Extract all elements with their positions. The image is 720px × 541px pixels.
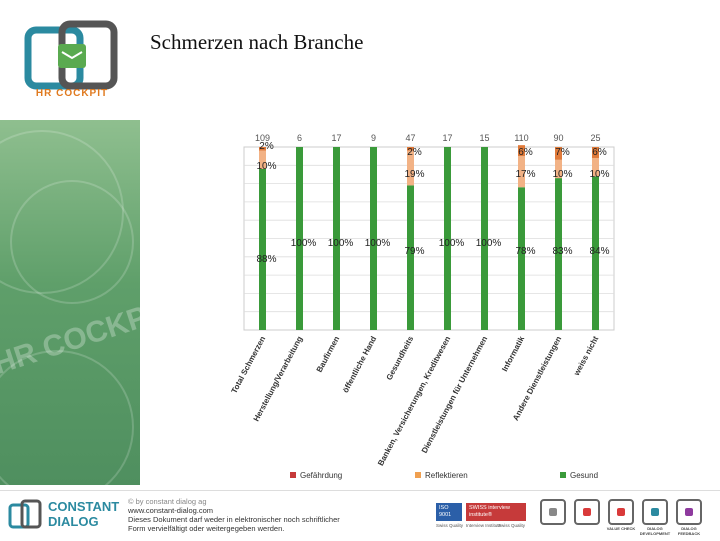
data-label-reflektieren: 10% xyxy=(552,169,572,180)
bar-reflektieren xyxy=(592,157,599,177)
product-logo-dot xyxy=(583,508,591,516)
category-label: Baufirmen xyxy=(315,335,342,374)
decorative-side-band: HR COCKPIT xyxy=(0,120,140,485)
data-label-gesund: 78% xyxy=(515,246,535,257)
bar-gesund xyxy=(333,147,340,330)
logo-label: HR COCKPIT xyxy=(35,88,109,99)
category-label: Gesundheits xyxy=(385,334,416,381)
bar-reflektieren xyxy=(518,156,525,188)
legend-swatch xyxy=(290,472,296,478)
data-label-gesund: 83% xyxy=(552,246,572,257)
footer-brand: CONSTANT DIALOG xyxy=(48,499,119,529)
bar-gesund xyxy=(370,147,377,330)
footer-copy-line2[interactable]: www.constant-dialog.com xyxy=(128,506,214,515)
bar-gefährdung xyxy=(592,147,599,158)
category-label: weiss nicht xyxy=(572,334,601,377)
category-label: Banken, Versicherungen, Kreditwesen xyxy=(376,335,452,468)
hr-cockpit-logo-icon xyxy=(24,20,118,90)
product-logo-caption: DIALOG FEEDBACK xyxy=(677,526,701,536)
bar-gefährdung xyxy=(555,147,562,160)
bar-reflektieren xyxy=(259,150,266,169)
swiss-interview-badge: SWISS interview institute® xyxy=(466,503,526,521)
product-logo-icon xyxy=(574,499,600,525)
bar-gesund xyxy=(518,187,525,330)
slide-title: Schmerzen nach Branche xyxy=(150,30,364,54)
data-label-reflektieren: 10% xyxy=(256,161,276,172)
data-label-reflektieren: 10% xyxy=(589,169,609,180)
product-logo-dot xyxy=(685,508,693,516)
data-label-gesund: 100% xyxy=(328,238,354,249)
legend-swatch xyxy=(560,472,566,478)
badge-caption: Interview Institute xyxy=(466,523,502,528)
bar-reflektieren xyxy=(555,159,562,179)
bar-gesund xyxy=(592,176,599,330)
n-label: 6 xyxy=(297,133,302,143)
bar-gesund xyxy=(296,147,303,330)
n-label: 9 xyxy=(371,133,376,143)
decorative-ring xyxy=(0,350,134,485)
badge-caption: Swiss Quality xyxy=(498,523,526,528)
n-label: 109 xyxy=(255,133,270,143)
product-logo-caption: VALUE CHECK xyxy=(606,526,636,531)
n-label: 90 xyxy=(553,133,563,143)
product-logo-caption: DIALOG DEVELOPMENT xyxy=(639,526,671,536)
bar-gefährdung xyxy=(518,145,525,157)
n-label: 17 xyxy=(331,133,341,143)
data-label-gesund: 100% xyxy=(439,238,465,249)
product-logo-dot xyxy=(617,508,625,516)
category-label: Informatik xyxy=(500,334,526,373)
product-logo-icon xyxy=(540,499,566,525)
footer-copyright: © by constant dialog ag www.constant-dia… xyxy=(128,497,388,533)
n-label: 17 xyxy=(442,133,452,143)
product-logo-dot xyxy=(651,508,659,516)
data-label-gefaehrdung: 6% xyxy=(592,147,607,158)
decorative-ring xyxy=(10,180,134,304)
bar-reflektieren xyxy=(407,150,414,186)
n-label: 25 xyxy=(590,133,600,143)
footer-copy-line3: Dieses Dokument darf weder in elektronis… xyxy=(128,515,340,524)
data-label-gesund: 88% xyxy=(256,254,276,265)
iso-badge: ISO 9001 xyxy=(436,503,462,521)
data-label-gesund: 84% xyxy=(589,246,609,257)
data-label-gesund: 100% xyxy=(291,238,317,249)
category-label: öffentliche Hand xyxy=(341,335,378,395)
footer-brand-line2: DIALOG xyxy=(48,514,99,529)
footer: CONSTANT DIALOG © by constant dialog ag … xyxy=(0,490,720,541)
bar-gesund xyxy=(444,147,451,330)
product-logo-icon xyxy=(642,499,668,525)
data-label-reflektieren: 19% xyxy=(404,169,424,180)
legend-label: Gesund xyxy=(570,471,598,480)
footer-copy-line1: © by constant dialog ag xyxy=(128,497,207,506)
category-label: Total Schmerzen xyxy=(230,335,268,395)
footer-brand-line1: CONSTANT xyxy=(48,499,120,514)
product-logo-icon xyxy=(676,499,702,525)
bar-gesund xyxy=(555,178,562,330)
data-label-gesund: 100% xyxy=(476,238,502,249)
bar-gesund xyxy=(481,147,488,330)
data-label-reflektieren: 17% xyxy=(515,169,535,180)
data-label-gefaehrdung: 2% xyxy=(259,141,274,152)
data-label-gefaehrdung: 2% xyxy=(407,147,422,158)
n-label: 15 xyxy=(479,133,489,143)
bar-gesund xyxy=(407,185,414,330)
legend-swatch xyxy=(415,472,421,478)
constant-dialog-logo-icon xyxy=(8,499,42,529)
product-logo-icon xyxy=(608,499,634,525)
category-label: Dienstleistungen für Unternehmen xyxy=(420,335,490,455)
n-label: 110 xyxy=(514,133,528,143)
footer-copy-line4: Form vervielfältigt oder weitergegeben w… xyxy=(128,524,285,533)
legend-label: Gefährdung xyxy=(300,471,342,480)
legend-label: Reflektieren xyxy=(425,471,468,480)
data-label-gefaehrdung: 6% xyxy=(518,147,533,158)
n-label: 47 xyxy=(405,133,415,143)
badge-caption: Swiss Quality xyxy=(436,523,464,528)
bar-gefährdung xyxy=(407,147,414,151)
bar-gefährdung xyxy=(259,147,266,151)
bar-gesund xyxy=(259,168,266,330)
data-label-gesund: 100% xyxy=(365,238,391,249)
product-logo-dot xyxy=(549,508,557,516)
data-label-gesund: 79% xyxy=(404,246,424,257)
data-label-gefaehrdung: 7% xyxy=(555,147,570,158)
